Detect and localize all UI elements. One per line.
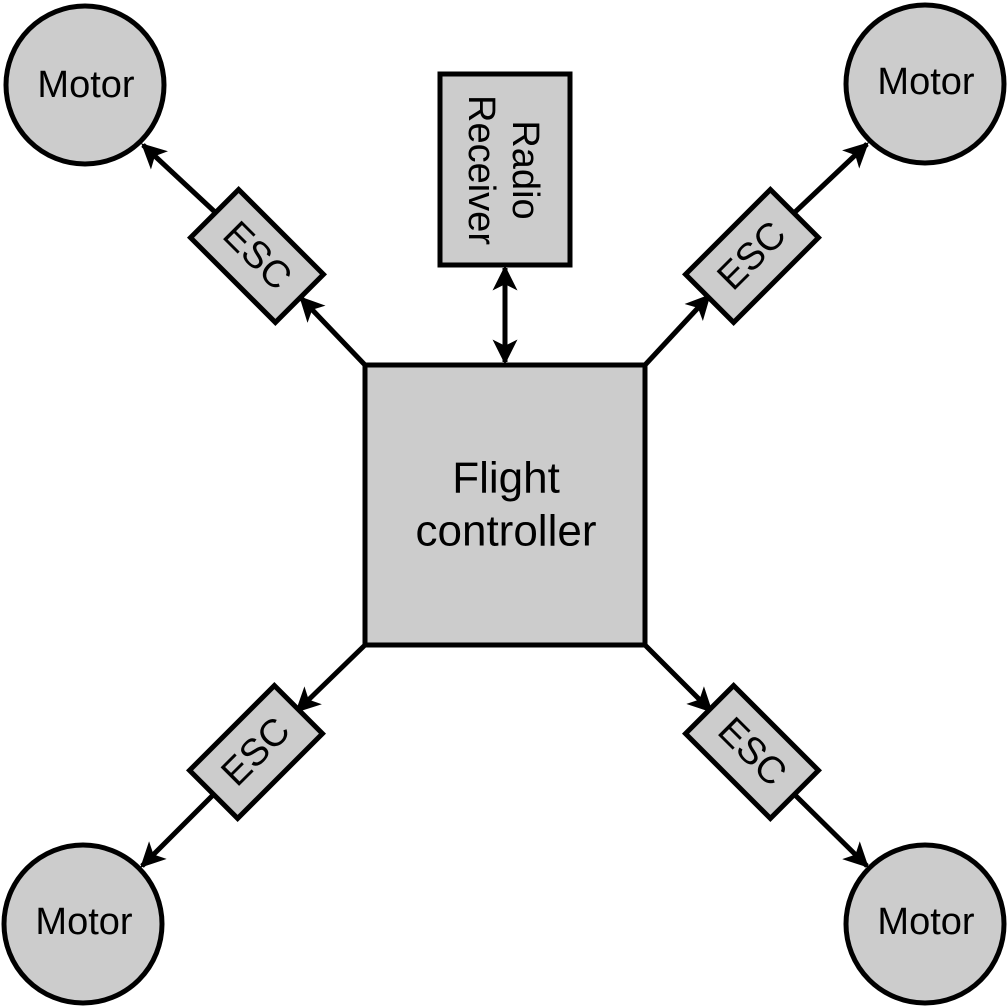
edge-fc-esc-bottom-left <box>295 643 367 713</box>
radio-receiver-label-line2: Receiver <box>460 95 502 245</box>
flight-controller-label-line2: controller <box>416 507 597 556</box>
edge-fc-esc-bottom-right <box>643 643 713 713</box>
motor-label: Motor <box>877 901 974 943</box>
edge-esc-motor-top-left <box>141 143 218 215</box>
edge-fc-esc-top-right <box>643 294 711 367</box>
motor-label: Motor <box>37 64 134 106</box>
radio-receiver: Radio Receiver <box>437 71 573 268</box>
edge-esc-motor-top-right <box>792 142 869 215</box>
motor-bottom-right: Motor <box>843 842 1007 1006</box>
flight-controller-label-line1: Flight <box>452 454 560 503</box>
edge-esc-motor-bottom-left <box>140 792 216 868</box>
motor-label: Motor <box>35 901 132 943</box>
motor-top-left: Motor <box>3 3 167 167</box>
radio-receiver-label-line1: Radio <box>504 120 546 219</box>
flight-controller: Flight controller <box>362 362 648 648</box>
motor-top-right: Motor <box>843 2 1007 166</box>
edge-fc-esc-top-left <box>299 296 367 367</box>
edge-esc-motor-bottom-right <box>792 792 869 868</box>
motor-label: Motor <box>877 61 974 103</box>
motor-bottom-left: Motor <box>1 842 165 1006</box>
